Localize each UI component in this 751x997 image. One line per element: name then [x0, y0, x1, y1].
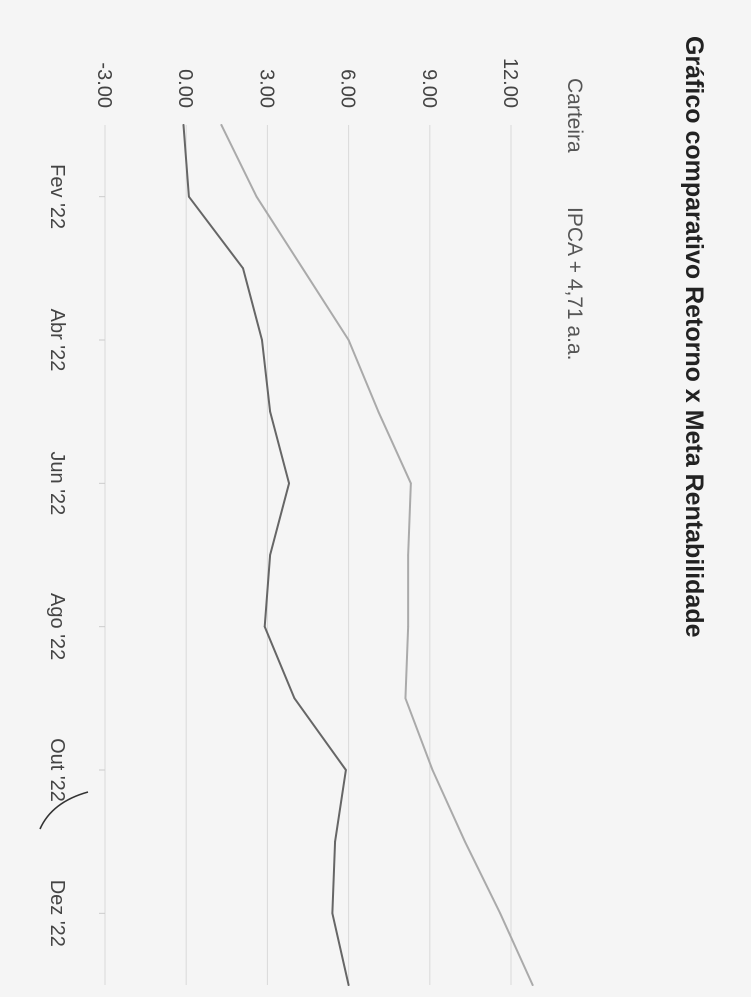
x-tick-label: Jun '22: [46, 451, 68, 515]
series-line-carteira: [182, 124, 350, 986]
x-tick-label: Out '22: [46, 738, 68, 802]
chart-title: Gráfico comparativo Retorno x Meta Renta…: [680, 36, 708, 638]
data-point-ipca: [407, 625, 410, 628]
y-tick-label: 3.00: [255, 69, 277, 108]
series-line-ipca: [220, 124, 534, 986]
x-axis-ticks: Fev '22 Abr '22 Jun '22 Ago '22 Out '22 Dez '…: [46, 164, 68, 947]
data-point-ipca: [301, 267, 304, 270]
legend-entry-carteira: Carteira: [563, 78, 586, 153]
y-tick-label: 12.00: [499, 58, 521, 108]
gridlines: [99, 125, 512, 985]
data-point-carteira: [261, 339, 263, 341]
data-point-carteira: [263, 625, 266, 628]
data-point-ipca: [404, 697, 407, 700]
data-point-ipca: [531, 984, 534, 986]
data-point-carteira: [269, 554, 272, 556]
data-point-ipca: [409, 482, 412, 485]
data-point-carteira: [293, 697, 296, 700]
y-tick-label: 6.00: [337, 69, 359, 108]
y-tick-label: -3.00: [93, 62, 115, 108]
y-axis-ticks: -3.00 0.00 3.00 6.00 9.00 12.00: [93, 58, 521, 108]
data-point-ipca: [407, 554, 410, 556]
x-tick-label: Fev '22: [46, 164, 68, 229]
data-point-carteira: [331, 912, 334, 915]
data-point-carteira: [269, 410, 272, 413]
data-point-carteira: [347, 984, 350, 986]
data-point-carteira: [188, 195, 190, 198]
x-tick-label: Dez '22: [46, 880, 68, 947]
data-point-carteira: [334, 840, 336, 843]
data-point-ipca: [464, 840, 466, 843]
data-point-ipca: [255, 195, 258, 198]
data-point-ipca: [431, 769, 434, 771]
pen-mark: [39, 791, 89, 830]
legend: Carteira IPCA + 4,71 a.a.: [563, 78, 586, 361]
series-lines: [182, 124, 534, 986]
data-point-ipca: [220, 124, 223, 126]
data-point-carteira: [344, 769, 347, 771]
data-point-ipca: [499, 912, 502, 915]
data-point-carteira: [242, 267, 244, 270]
data-point-ipca: [377, 410, 380, 413]
y-tick-label: 9.00: [418, 69, 440, 108]
rotated-chart: Gráfico comparativo Retorno x Meta Renta…: [46, 36, 708, 986]
legend-entry-ipca: IPCA + 4,71 a.a.: [563, 207, 586, 361]
data-point-carteira: [182, 124, 185, 126]
data-point-carteira: [288, 482, 290, 485]
data-point-ipca: [347, 339, 350, 341]
x-tick-label: Abr '22: [46, 309, 68, 372]
x-tick-label: Ago '22: [46, 593, 68, 660]
y-tick-label: 0.00: [174, 69, 196, 108]
